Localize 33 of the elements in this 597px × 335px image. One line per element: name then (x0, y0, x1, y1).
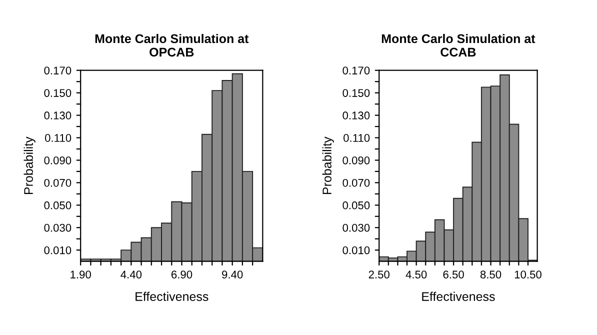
y-tick-label: 0.050 (44, 201, 72, 210)
y-tick-label: 0.050 (342, 201, 370, 210)
y-tick-label: 0.070 (44, 178, 72, 187)
x-tick-label: 4.50 (406, 270, 427, 278)
chart-title: Monte Carlo Simulation at CCAB (382, 34, 536, 57)
x-tick-label: 4.40 (120, 270, 142, 278)
x-tick-label: 6.50 (443, 270, 464, 278)
x-tick-label: 8.50 (480, 270, 502, 278)
x-tick-label: 9.40 (222, 270, 243, 278)
y-tick-label: 0.170 (342, 66, 370, 74)
y-tick-label: 0.030 (44, 224, 72, 232)
x-tick-label: 6.90 (172, 270, 192, 278)
chart-title: Monte Carlo Simulation at OPCAB (95, 34, 249, 57)
x-tick-label: 10.50 (514, 270, 542, 278)
y-tick-label: 0.130 (342, 112, 370, 120)
y-tick-label: 0.110 (45, 134, 72, 142)
x-axis-title: Effectiveness (422, 292, 495, 301)
x-tick-label: 1.90 (70, 270, 91, 278)
y-tick-label: 0.150 (342, 89, 370, 97)
y-tick-label: 0.130 (44, 112, 72, 120)
x-tick-label: 2.50 (368, 270, 390, 278)
y-tick-label: 0.150 (44, 89, 72, 97)
y-tick-label: 0.030 (342, 224, 370, 232)
y-tick-label: 0.090 (342, 156, 370, 164)
y-tick-label: 0.110 (344, 134, 370, 142)
y-tick-label: 0.170 (44, 66, 72, 74)
y-tick-label: 0.090 (44, 156, 72, 164)
y-tick-label: 0.070 (342, 178, 370, 187)
y-axis-title: Probability (24, 136, 36, 194)
y-tick-label: 0.010 (44, 246, 72, 254)
y-axis-title: Probability (322, 136, 334, 194)
x-axis-title: Effectiveness (136, 292, 208, 301)
y-tick-label: 0.010 (342, 246, 370, 254)
